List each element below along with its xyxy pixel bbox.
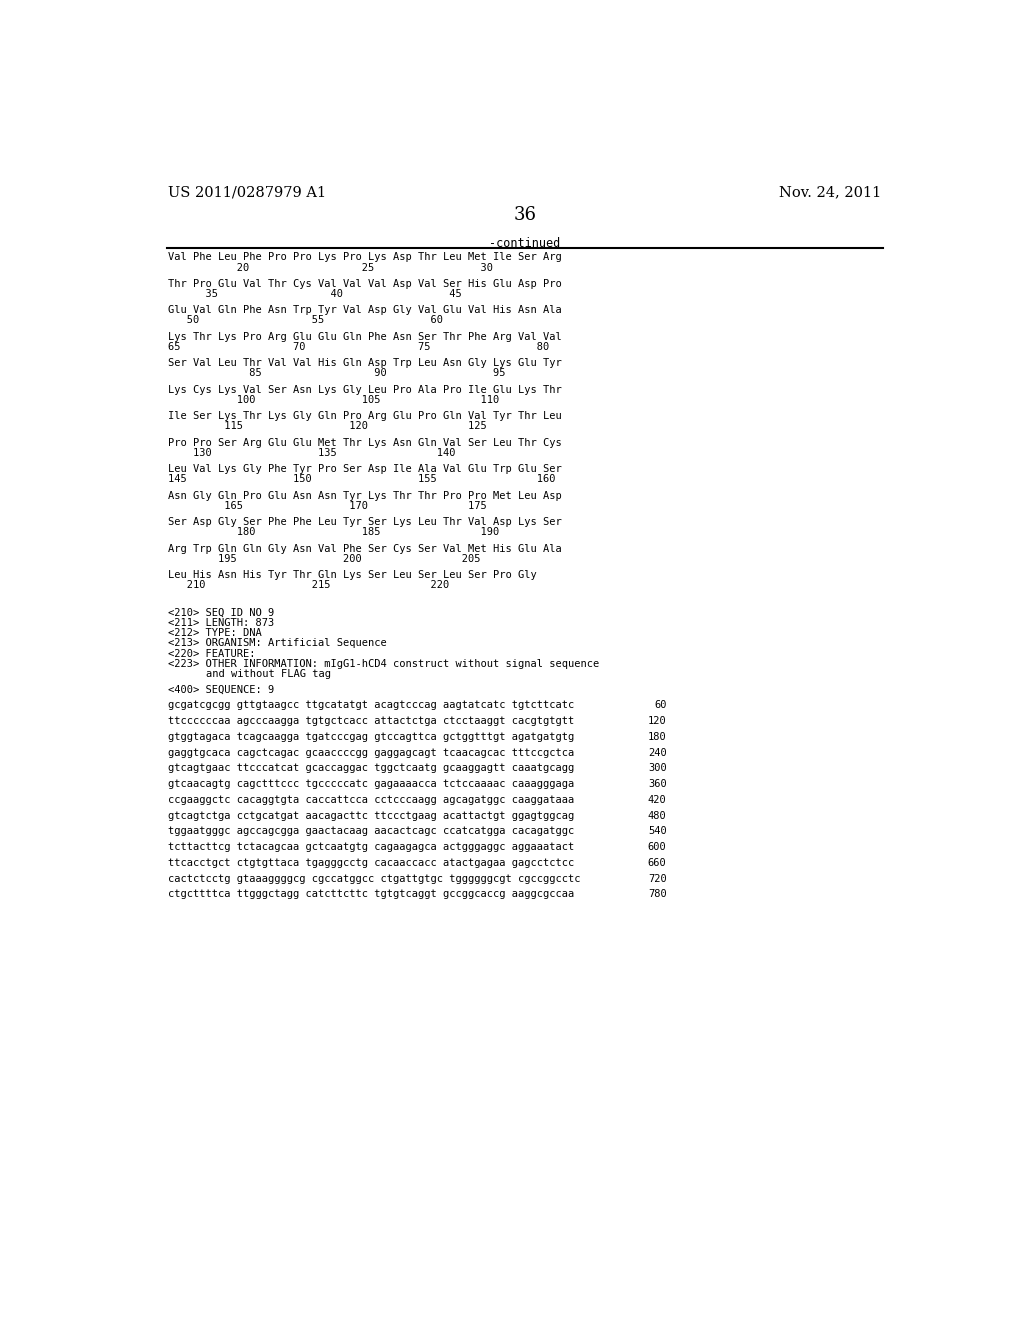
Text: 130                 135                140: 130 135 140: [168, 447, 456, 458]
Text: -continued: -continued: [489, 238, 560, 249]
Text: 720: 720: [648, 874, 667, 883]
Text: Thr Pro Glu Val Thr Cys Val Val Val Asp Val Ser His Glu Asp Pro: Thr Pro Glu Val Thr Cys Val Val Val Asp …: [168, 279, 562, 289]
Text: Pro Pro Ser Arg Glu Glu Met Thr Lys Asn Gln Val Ser Leu Thr Cys: Pro Pro Ser Arg Glu Glu Met Thr Lys Asn …: [168, 438, 562, 447]
Text: 115                 120                125: 115 120 125: [168, 421, 487, 432]
Text: 145                 150                 155                160: 145 150 155 160: [168, 474, 556, 484]
Text: Leu His Asn His Tyr Thr Gln Lys Ser Leu Ser Leu Ser Pro Gly: Leu His Asn His Tyr Thr Gln Lys Ser Leu …: [168, 570, 537, 581]
Text: <213> ORGANISM: Artificial Sequence: <213> ORGANISM: Artificial Sequence: [168, 639, 387, 648]
Text: Lys Cys Lys Val Ser Asn Lys Gly Leu Pro Ala Pro Ile Glu Lys Thr: Lys Cys Lys Val Ser Asn Lys Gly Leu Pro …: [168, 385, 562, 395]
Text: 300: 300: [648, 763, 667, 774]
Text: gtcagtgaac ttcccatcat gcaccaggac tggctcaatg gcaaggagtt caaatgcagg: gtcagtgaac ttcccatcat gcaccaggac tggctca…: [168, 763, 574, 774]
Text: 240: 240: [648, 747, 667, 758]
Text: <223> OTHER INFORMATION: mIgG1-hCD4 construct without signal sequence: <223> OTHER INFORMATION: mIgG1-hCD4 cons…: [168, 659, 599, 669]
Text: gcgatcgcgg gttgtaagcc ttgcatatgt acagtcccag aagtatcatc tgtcttcatc: gcgatcgcgg gttgtaagcc ttgcatatgt acagtcc…: [168, 701, 574, 710]
Text: 20                  25                 30: 20 25 30: [168, 263, 494, 272]
Text: <211> LENGTH: 873: <211> LENGTH: 873: [168, 618, 274, 628]
Text: 36: 36: [513, 206, 537, 224]
Text: 120: 120: [648, 717, 667, 726]
Text: 540: 540: [648, 826, 667, 837]
Text: <400> SEQUENCE: 9: <400> SEQUENCE: 9: [168, 685, 274, 694]
Text: Ser Asp Gly Ser Phe Phe Leu Tyr Ser Lys Leu Thr Val Asp Lys Ser: Ser Asp Gly Ser Phe Phe Leu Tyr Ser Lys …: [168, 517, 562, 527]
Text: 35                  40                 45: 35 40 45: [168, 289, 462, 300]
Text: 180: 180: [648, 731, 667, 742]
Text: 195                 200                205: 195 200 205: [168, 554, 481, 564]
Text: 165                 170                175: 165 170 175: [168, 500, 487, 511]
Text: gtcaacagtg cagctttccc tgcccccatc gagaaaacca tctccaaaac caaagggaga: gtcaacagtg cagctttccc tgcccccatc gagaaaa…: [168, 779, 574, 789]
Text: gtcagtctga cctgcatgat aacagacttc ttccctgaag acattactgt ggagtggcag: gtcagtctga cctgcatgat aacagacttc ttccctg…: [168, 810, 574, 821]
Text: ccgaaggctc cacaggtgta caccattcca cctcccaagg agcagatggc caaggataaa: ccgaaggctc cacaggtgta caccattcca cctccca…: [168, 795, 574, 805]
Text: US 2011/0287979 A1: US 2011/0287979 A1: [168, 185, 327, 199]
Text: 660: 660: [648, 858, 667, 867]
Text: Glu Val Gln Phe Asn Trp Tyr Val Asp Gly Val Glu Val His Asn Ala: Glu Val Gln Phe Asn Trp Tyr Val Asp Gly …: [168, 305, 562, 315]
Text: 600: 600: [648, 842, 667, 853]
Text: 210                 215                220: 210 215 220: [168, 581, 450, 590]
Text: Nov. 24, 2011: Nov. 24, 2011: [779, 185, 882, 199]
Text: <220> FEATURE:: <220> FEATURE:: [168, 648, 256, 659]
Text: tcttacttcg tctacagcaa gctcaatgtg cagaagagca actgggaggc aggaaatact: tcttacttcg tctacagcaa gctcaatgtg cagaaga…: [168, 842, 574, 853]
Text: 180                 185                190: 180 185 190: [168, 528, 500, 537]
Text: 480: 480: [648, 810, 667, 821]
Text: 50                  55                 60: 50 55 60: [168, 315, 443, 326]
Text: Asn Gly Gln Pro Glu Asn Asn Tyr Lys Thr Thr Pro Pro Met Leu Asp: Asn Gly Gln Pro Glu Asn Asn Tyr Lys Thr …: [168, 491, 562, 500]
Text: <210> SEQ ID NO 9: <210> SEQ ID NO 9: [168, 609, 274, 618]
Text: Arg Trp Gln Gln Gly Asn Val Phe Ser Cys Ser Val Met His Glu Ala: Arg Trp Gln Gln Gly Asn Val Phe Ser Cys …: [168, 544, 562, 553]
Text: cactctcctg gtaaaggggcg cgccatggcc ctgattgtgc tggggggcgt cgccggcctc: cactctcctg gtaaaggggcg cgccatggcc ctgatt…: [168, 874, 581, 883]
Text: 85                  90                 95: 85 90 95: [168, 368, 506, 379]
Text: <212> TYPE: DNA: <212> TYPE: DNA: [168, 628, 262, 638]
Text: ttcacctgct ctgtgttaca tgagggcctg cacaaccacc atactgagaa gagcctctcc: ttcacctgct ctgtgttaca tgagggcctg cacaacc…: [168, 858, 574, 867]
Text: Lys Thr Lys Pro Arg Glu Glu Gln Phe Asn Ser Thr Phe Arg Val Val: Lys Thr Lys Pro Arg Glu Glu Gln Phe Asn …: [168, 331, 562, 342]
Text: 420: 420: [648, 795, 667, 805]
Text: Ile Ser Lys Thr Lys Gly Gln Pro Arg Glu Pro Gln Val Tyr Thr Leu: Ile Ser Lys Thr Lys Gly Gln Pro Arg Glu …: [168, 412, 562, 421]
Text: 360: 360: [648, 779, 667, 789]
Text: ttccccccaa agcccaagga tgtgctcacc attactctga ctcctaaggt cacgtgtgtt: ttccccccaa agcccaagga tgtgctcacc attactc…: [168, 717, 574, 726]
Text: Val Phe Leu Phe Pro Pro Lys Pro Lys Asp Thr Leu Met Ile Ser Arg: Val Phe Leu Phe Pro Pro Lys Pro Lys Asp …: [168, 252, 562, 263]
Text: Ser Val Leu Thr Val Val His Gln Asp Trp Leu Asn Gly Lys Glu Tyr: Ser Val Leu Thr Val Val His Gln Asp Trp …: [168, 358, 562, 368]
Text: tggaatgggc agccagcgga gaactacaag aacactcagc ccatcatgga cacagatggc: tggaatgggc agccagcgga gaactacaag aacactc…: [168, 826, 574, 837]
Text: 60: 60: [654, 701, 667, 710]
Text: 780: 780: [648, 890, 667, 899]
Text: gaggtgcaca cagctcagac gcaaccccgg gaggagcagt tcaacagcac tttccgctca: gaggtgcaca cagctcagac gcaaccccgg gaggagc…: [168, 747, 574, 758]
Text: 65                  70                  75                 80: 65 70 75 80: [168, 342, 550, 352]
Text: and without FLAG tag: and without FLAG tag: [206, 669, 331, 678]
Text: ctgcttttca ttgggctagg catcttcttc tgtgtcaggt gccggcaccg aaggcgccaa: ctgcttttca ttgggctagg catcttcttc tgtgtca…: [168, 890, 574, 899]
Text: Leu Val Lys Gly Phe Tyr Pro Ser Asp Ile Ala Val Glu Trp Glu Ser: Leu Val Lys Gly Phe Tyr Pro Ser Asp Ile …: [168, 465, 562, 474]
Text: gtggtagaca tcagcaagga tgatcccgag gtccagttca gctggtttgt agatgatgtg: gtggtagaca tcagcaagga tgatcccgag gtccagt…: [168, 731, 574, 742]
Text: 100                 105                110: 100 105 110: [168, 395, 500, 405]
